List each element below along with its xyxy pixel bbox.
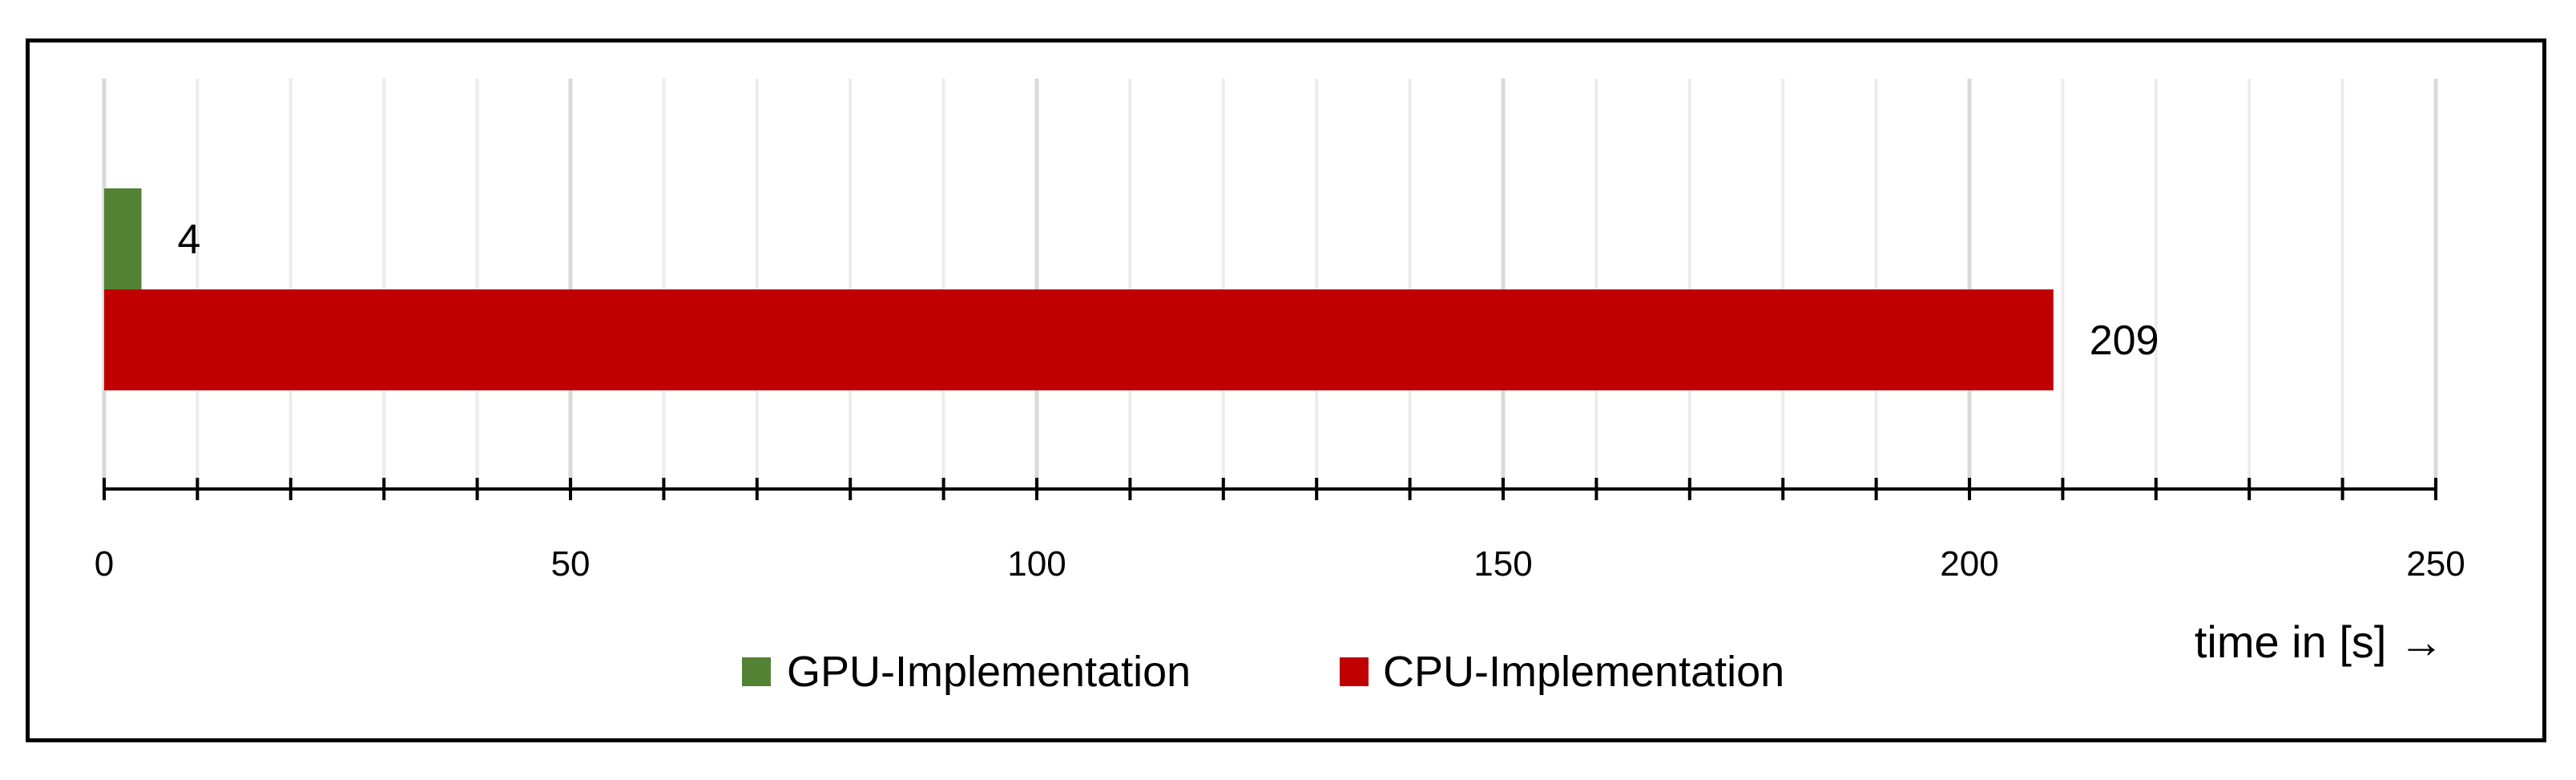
gpu-legend-swatch <box>742 657 771 686</box>
gridlines <box>102 79 2438 489</box>
chart-frame <box>26 38 2546 742</box>
cpu-bar <box>104 289 2054 390</box>
gpu-legend-label: GPU-Implementation <box>787 648 1191 696</box>
x-tick-label: 250 <box>2406 544 2465 584</box>
x-tick-label: 50 <box>551 544 591 584</box>
x-axis: 0 50 100 150 200 250 time in [s] → <box>95 478 2465 667</box>
x-axis-title: time in [s] → <box>2195 616 2444 667</box>
cpu-value-label: 209 <box>2090 317 2159 364</box>
cpu-legend-label: CPU-Implementation <box>1383 648 1784 696</box>
cpu-legend-swatch <box>1340 657 1369 686</box>
x-tick-label: 150 <box>1473 544 1532 584</box>
x-tick-label: 100 <box>1007 544 1066 584</box>
gpu-value-label: 4 <box>178 216 201 263</box>
x-tick-label: 0 <box>95 544 114 584</box>
labels: 4 209 <box>178 216 2159 364</box>
x-tick-label: 200 <box>1940 544 1998 584</box>
legend: GPU-Implementation CPU-Implementation <box>742 648 1784 696</box>
bars <box>104 188 2054 390</box>
gpu-bar <box>104 188 142 289</box>
